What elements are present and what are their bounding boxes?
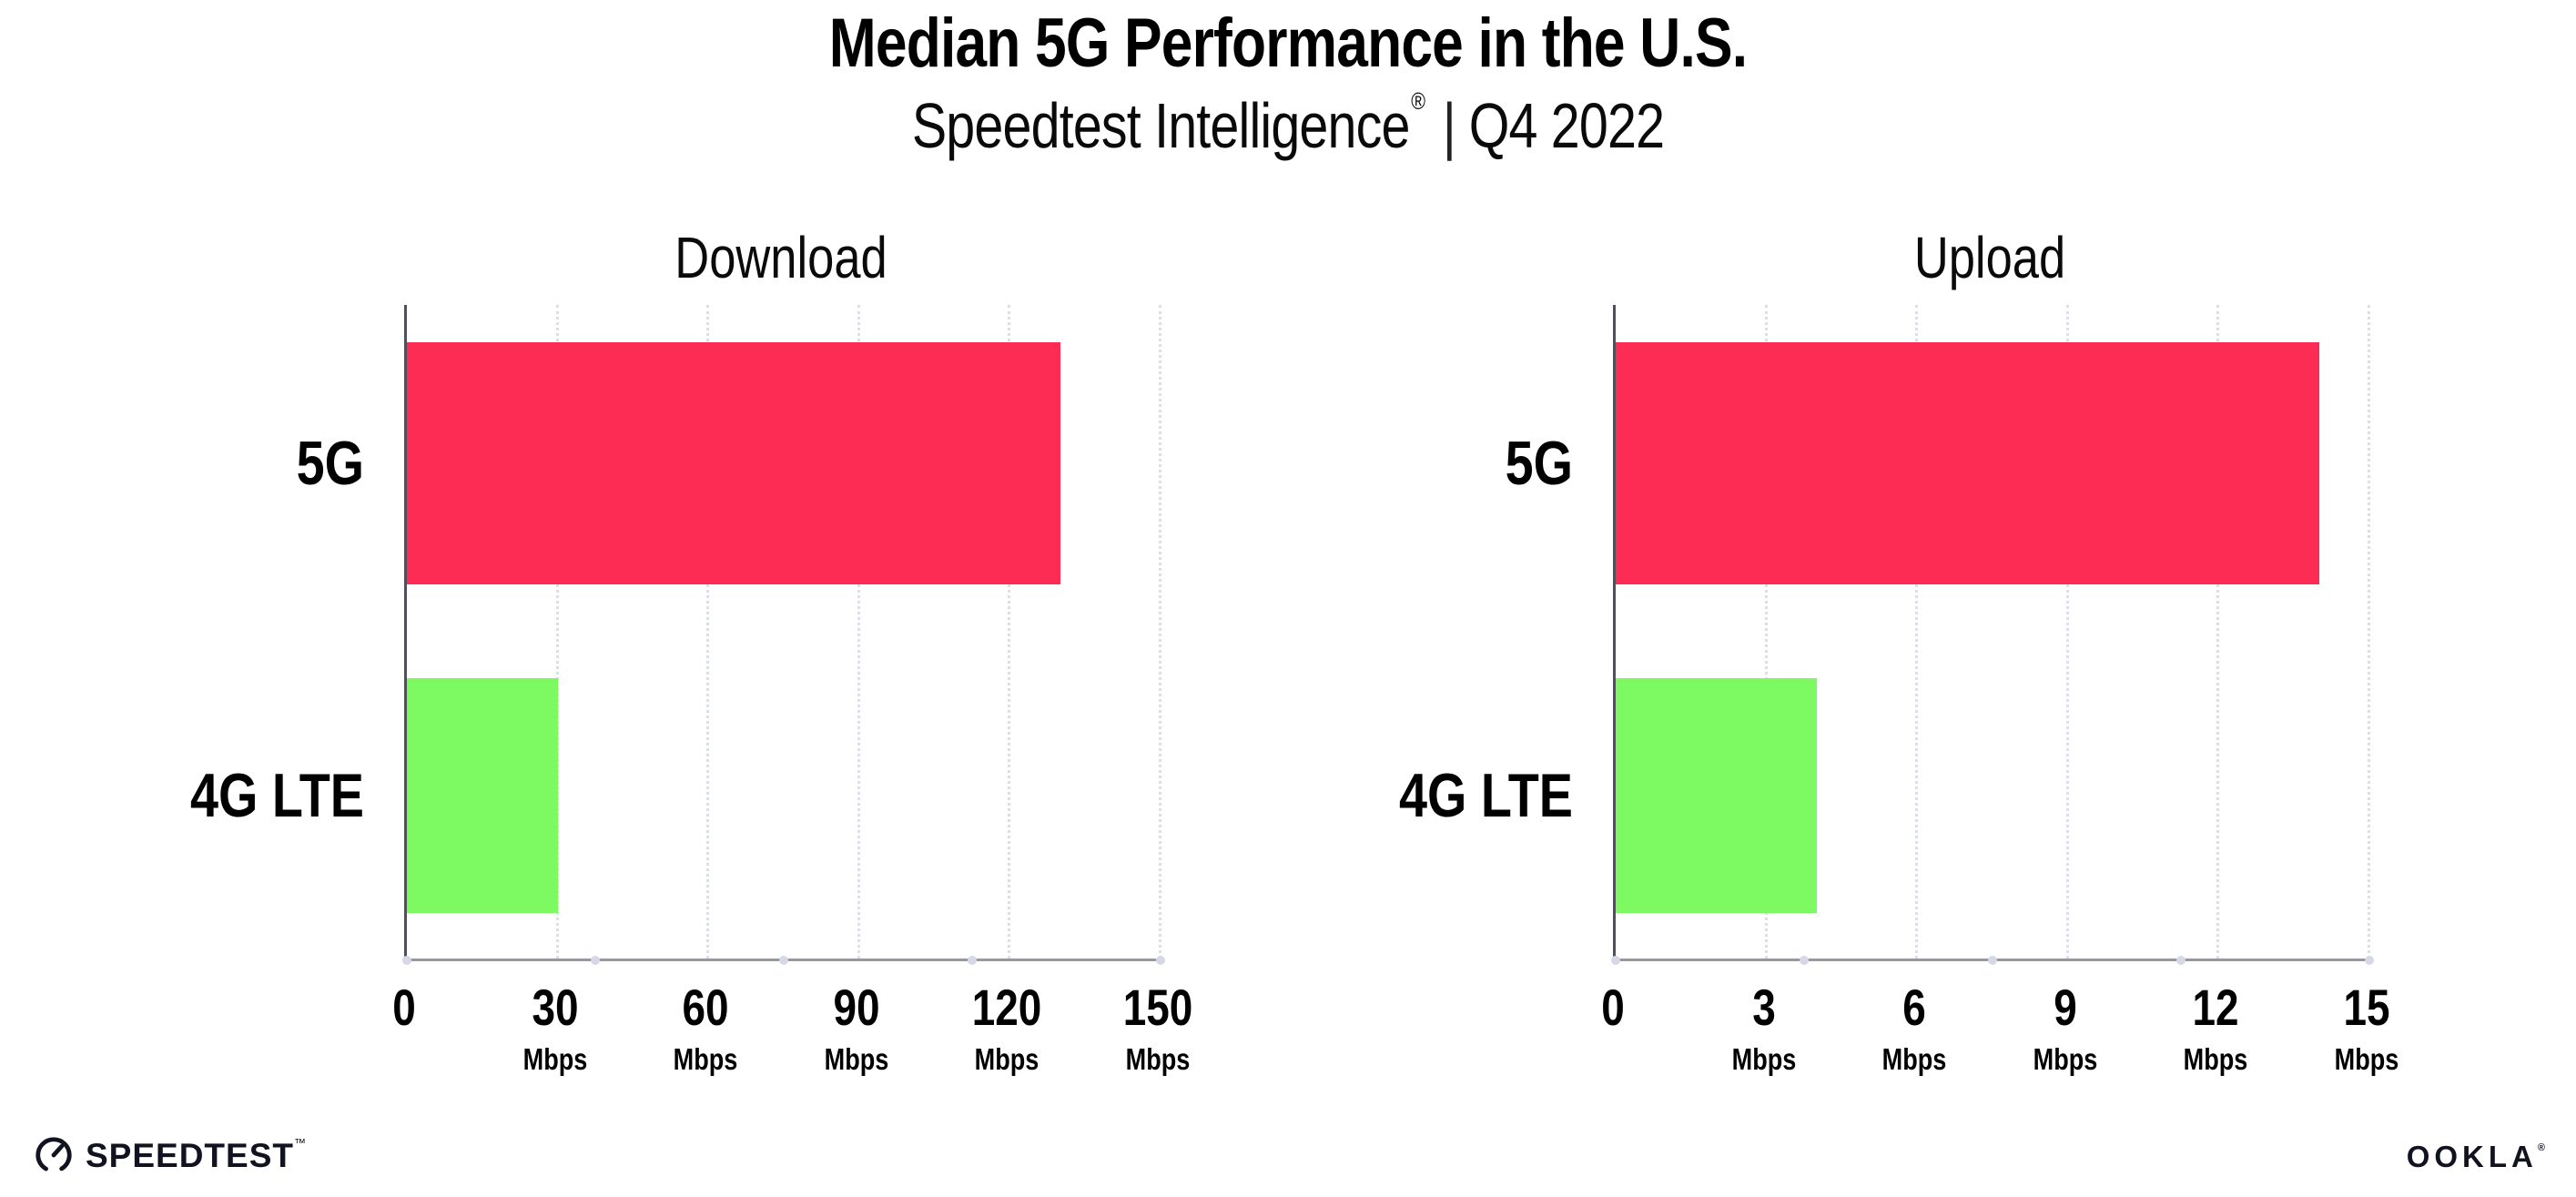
axis-quarter-dot <box>1611 956 1620 965</box>
bar-5g <box>1616 342 2319 584</box>
gridline-120 <box>1008 305 1011 959</box>
axis-quarter-dot <box>402 956 411 965</box>
subtitle-separator: | <box>1442 90 1456 161</box>
axis-quarter-dot <box>2176 956 2186 965</box>
category-label-4g-lte: 4G LTE <box>189 761 364 830</box>
gridline-90 <box>857 305 860 959</box>
gridline-15 <box>2368 305 2370 959</box>
ookla-logo: OOKLA® <box>2407 1140 2545 1174</box>
x-tick-unit: Mbps <box>824 1041 889 1076</box>
gridline-60 <box>706 305 710 959</box>
bar-4g-lte <box>1616 678 1817 913</box>
x-tick-120: 120 Mbps <box>943 979 1070 1077</box>
upload-chart: Upload 0 3 Mbps 6 Mbps 9 Mbps 12 Mbps 15 Mbps 5G 4G … <box>1345 218 2399 1129</box>
plot-area <box>1611 305 2374 965</box>
speedtest-gauge-icon <box>35 1137 72 1173</box>
ookla-wordmark: OOKLA <box>2406 1140 2538 1173</box>
x-tick-15: 15 Mbps <box>2303 979 2430 1077</box>
x-tick-30: 30 Mbps <box>492 979 619 1077</box>
page-title: Median 5G Performance in the U.S. <box>828 5 1748 82</box>
speedtest-logo: SPEEDTEST™ <box>33 1134 306 1176</box>
x-tick-value: 90 <box>833 979 880 1036</box>
x-tick-0: 0 <box>340 979 468 1036</box>
x-tick-value: 9 <box>2054 979 2077 1036</box>
x-tick-value: 0 <box>392 979 416 1036</box>
x-tick-unit: Mbps <box>522 1041 587 1076</box>
x-tick-unit: Mbps <box>673 1041 738 1076</box>
gridline-30 <box>555 305 559 959</box>
subtitle-brand: Speedtest Intelligence <box>911 90 1411 161</box>
bar-5g <box>407 342 1060 584</box>
speedtest-wordmark: SPEEDTEST <box>86 1136 294 1174</box>
gridline-3 <box>1764 305 1768 959</box>
x-tick-value: 120 <box>972 979 1042 1036</box>
axis-quarter-dot <box>779 956 788 965</box>
x-tick-value: 60 <box>682 979 729 1036</box>
chart-title-download: Download <box>674 225 887 290</box>
x-tick-12: 12 Mbps <box>2152 979 2279 1077</box>
plot-area <box>402 305 1165 965</box>
axis-quarter-dot <box>2365 956 2374 965</box>
x-tick-unit: Mbps <box>2184 1041 2248 1076</box>
x-tick-value: 12 <box>2192 979 2239 1036</box>
x-tick-6: 6 Mbps <box>1851 979 1978 1077</box>
x-tick-value: 15 <box>2343 979 2390 1036</box>
trademark-mark: ™ <box>294 1135 306 1150</box>
subtitle-period: Q4 2022 <box>1468 90 1665 161</box>
axis-quarter-dot <box>1988 956 1997 965</box>
gridline-12 <box>2216 305 2220 959</box>
x-tick-unit: Mbps <box>1881 1041 1947 1076</box>
axis-quarter-dot <box>1156 956 1165 965</box>
x-tick-unit: Mbps <box>1125 1041 1191 1076</box>
page-subtitle: Speedtest Intelligence® | Q4 2022 <box>232 87 2345 162</box>
x-tick-value: 3 <box>1751 979 1776 1036</box>
x-tick-150: 150 Mbps <box>1094 979 1222 1077</box>
x-tick-unit: Mbps <box>2334 1041 2399 1076</box>
x-tick-60: 60 Mbps <box>642 979 769 1077</box>
x-tick-value: 0 <box>1601 979 1625 1036</box>
x-tick-0: 0 <box>1549 979 1677 1036</box>
x-tick-value: 30 <box>532 979 579 1036</box>
x-tick-unit: Mbps <box>2033 1041 2098 1076</box>
bar-4g-lte <box>407 678 558 913</box>
x-tick-90: 90 Mbps <box>793 979 920 1077</box>
ookla-registered-mark: ® <box>2537 1142 2545 1153</box>
x-tick-3: 3 Mbps <box>1700 979 1828 1077</box>
download-chart: Download 0 30 Mbps 60 Mbps 90 Mbps 120 Mbps 150 Mb… <box>137 218 1192 1129</box>
axis-quarter-dot <box>591 956 600 965</box>
x-tick-unit: Mbps <box>1731 1041 1796 1076</box>
x-tick-unit: Mbps <box>975 1041 1040 1076</box>
category-label-5g: 5G <box>296 429 364 498</box>
gridline-150 <box>1159 305 1161 959</box>
axis-quarter-dot <box>968 956 977 965</box>
x-tick-9: 9 Mbps <box>2002 979 2129 1077</box>
gridline-6 <box>1915 305 1919 959</box>
x-tick-value: 6 <box>1902 979 1926 1036</box>
category-label-4g-lte: 4G LTE <box>1398 761 1573 830</box>
x-tick-value: 150 <box>1122 979 1193 1036</box>
axis-quarter-dot <box>1800 956 1809 965</box>
chart-title-upload: Upload <box>1913 225 2066 290</box>
registered-mark: ® <box>1411 87 1425 115</box>
gridline-9 <box>2065 305 2069 959</box>
category-label-5g: 5G <box>1505 429 1573 498</box>
